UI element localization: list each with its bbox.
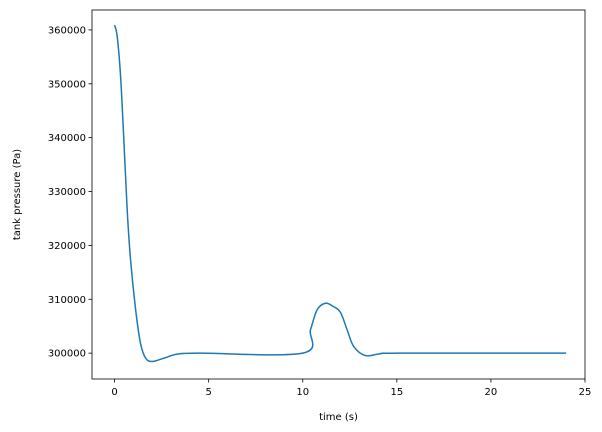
x-tick-label: 0 [111, 387, 117, 398]
x-tick-label: 5 [205, 387, 211, 398]
x-axis-label: time (s) [319, 412, 358, 423]
plot-area [92, 10, 585, 379]
x-tick-label: 25 [579, 387, 592, 398]
series-line [113, 24, 567, 363]
x-tick-label: 20 [485, 387, 498, 398]
y-tick-label: 360000 [48, 25, 86, 36]
axes-frame [91, 9, 586, 380]
y-tick-label: 310000 [48, 295, 86, 306]
y-axis-label: tank pressure (Pa) [12, 149, 23, 240]
x-tick-label: 10 [296, 387, 309, 398]
x-tick-label: 15 [390, 387, 403, 398]
y-tick-label: 350000 [48, 79, 86, 90]
y-tick-label: 340000 [48, 133, 86, 144]
y-tick-label: 300000 [48, 349, 86, 360]
y-tick-label: 320000 [48, 241, 86, 252]
y-tick-label: 330000 [48, 187, 86, 198]
